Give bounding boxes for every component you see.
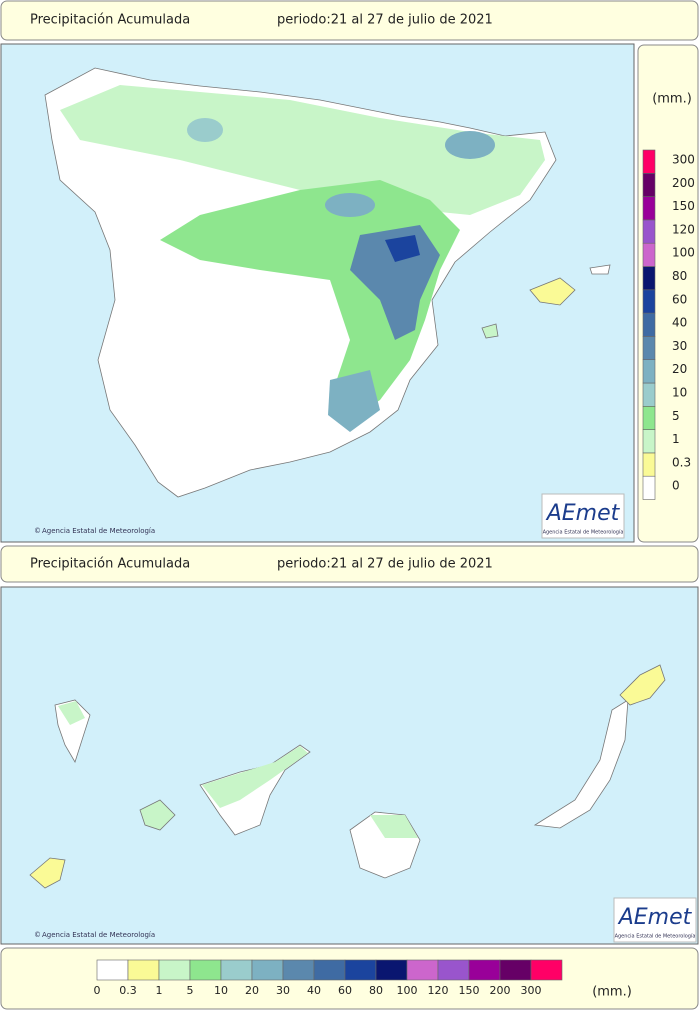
legend-label: 5 [187,984,194,997]
legend-swatch [642,289,656,314]
legend-swatch [437,959,470,981]
rain-zone [325,193,375,217]
legend-swatch [158,959,191,981]
legend-label: 30 [276,984,290,997]
legend-swatch [642,219,656,244]
island [529,277,576,306]
legend-swatch [313,959,346,981]
legend-label: 0 [94,984,101,997]
rain-zone [370,815,418,838]
legend-swatch [189,959,222,981]
island [589,264,611,275]
legend-swatch [642,173,656,197]
rain-zone [187,118,223,142]
rain-zone [445,131,495,159]
logo: AEmet [545,501,621,526]
legend-swatch [375,959,408,981]
legend-swatch [282,959,315,981]
header-title: Precipitación Acumulada [30,13,190,28]
rain-zone [60,85,545,215]
legend-swatch [642,312,656,337]
credit: Agencia Estatal de Meteorología [42,931,155,939]
legend-swatch [642,196,656,221]
legend-swatch [642,359,656,384]
legend-swatch [406,959,439,981]
logo: AEmet [617,905,693,930]
legend-unit: (mm.) [592,985,632,1000]
legend-label: 80 [369,984,383,997]
legend-label: 1 [156,984,163,997]
legend-swatch [499,959,532,981]
legend-label: 300 [672,153,695,167]
legend-label: 10 [214,984,228,997]
island [139,799,176,831]
legend-swatch [642,475,656,500]
legend-label: 100 [397,984,418,997]
island [29,857,66,889]
legend-label: 1 [672,432,680,446]
legend-label: 0.3 [119,984,137,997]
legend-label: 0.3 [672,455,691,469]
legend-swatch [96,959,129,981]
legend-label: 100 [672,246,695,260]
legend-swatch [642,429,656,454]
legend-label: 150 [459,984,480,997]
credit: Agencia Estatal de Meteorología [42,527,155,535]
legend-swatch [642,336,656,360]
logo-subtitle: Agencia Estatal de Meteorología [543,529,624,536]
legend-swatch [642,242,656,267]
legend-label: 200 [490,984,511,997]
legend-swatch [468,959,501,981]
legend-swatch [344,959,377,981]
legend-label: 120 [672,222,695,236]
legend-unit: (mm.) [652,92,692,107]
legend-swatch [127,959,160,981]
header-bar [0,545,699,583]
credit: © [34,527,41,535]
island [619,664,666,706]
header-period: periodo:21 al 27 de julio de 2021 [277,13,493,28]
logo-box [541,493,625,539]
credit: © [34,931,41,939]
legend-label: 20 [672,362,687,376]
legend: 0 0.3 1 5 10 20 30 40 60 80 100 120 150 200 300 [642,149,695,500]
logo-subtitle: Agencia Estatal de Meteorología [615,933,696,940]
legend-swatch [642,405,656,430]
legend-label: 30 [672,339,687,353]
legend-label: 200 [672,176,695,190]
legend-label: 60 [338,984,352,997]
header-bar [0,0,699,41]
legend-label: 20 [245,984,259,997]
legend: 0 0.3 1 5 10 20 30 40 60 80 100 120 150 200 300 [94,959,563,997]
legend-swatch [251,959,284,981]
legend-label: 0 [672,479,680,493]
legend-label: 300 [521,984,542,997]
legend-label: 40 [307,984,321,997]
legend-label: 80 [672,269,687,283]
logo-box [613,897,697,943]
rain-zone [385,235,420,262]
legend-label: 5 [672,409,680,423]
legend-swatch [530,959,563,981]
header-period: periodo:21 al 27 de julio de 2021 [277,557,493,572]
legend-label: 40 [672,316,687,330]
legend-swatch [642,452,656,477]
rain-zone [328,370,380,432]
legend-swatch [642,382,656,407]
legend-label: 120 [428,984,449,997]
legend-label: 10 [672,386,687,400]
legend-swatch [642,266,656,291]
island [533,699,629,829]
legend-swatch [220,959,253,981]
legend-label: 150 [672,199,695,213]
island [481,323,499,339]
rain-zone [202,746,308,808]
header-title: Precipitación Acumulada [30,557,190,572]
legend-swatch [642,149,656,174]
legend-label: 60 [672,292,687,306]
rain-zone [58,701,85,725]
map-panel [0,586,699,945]
